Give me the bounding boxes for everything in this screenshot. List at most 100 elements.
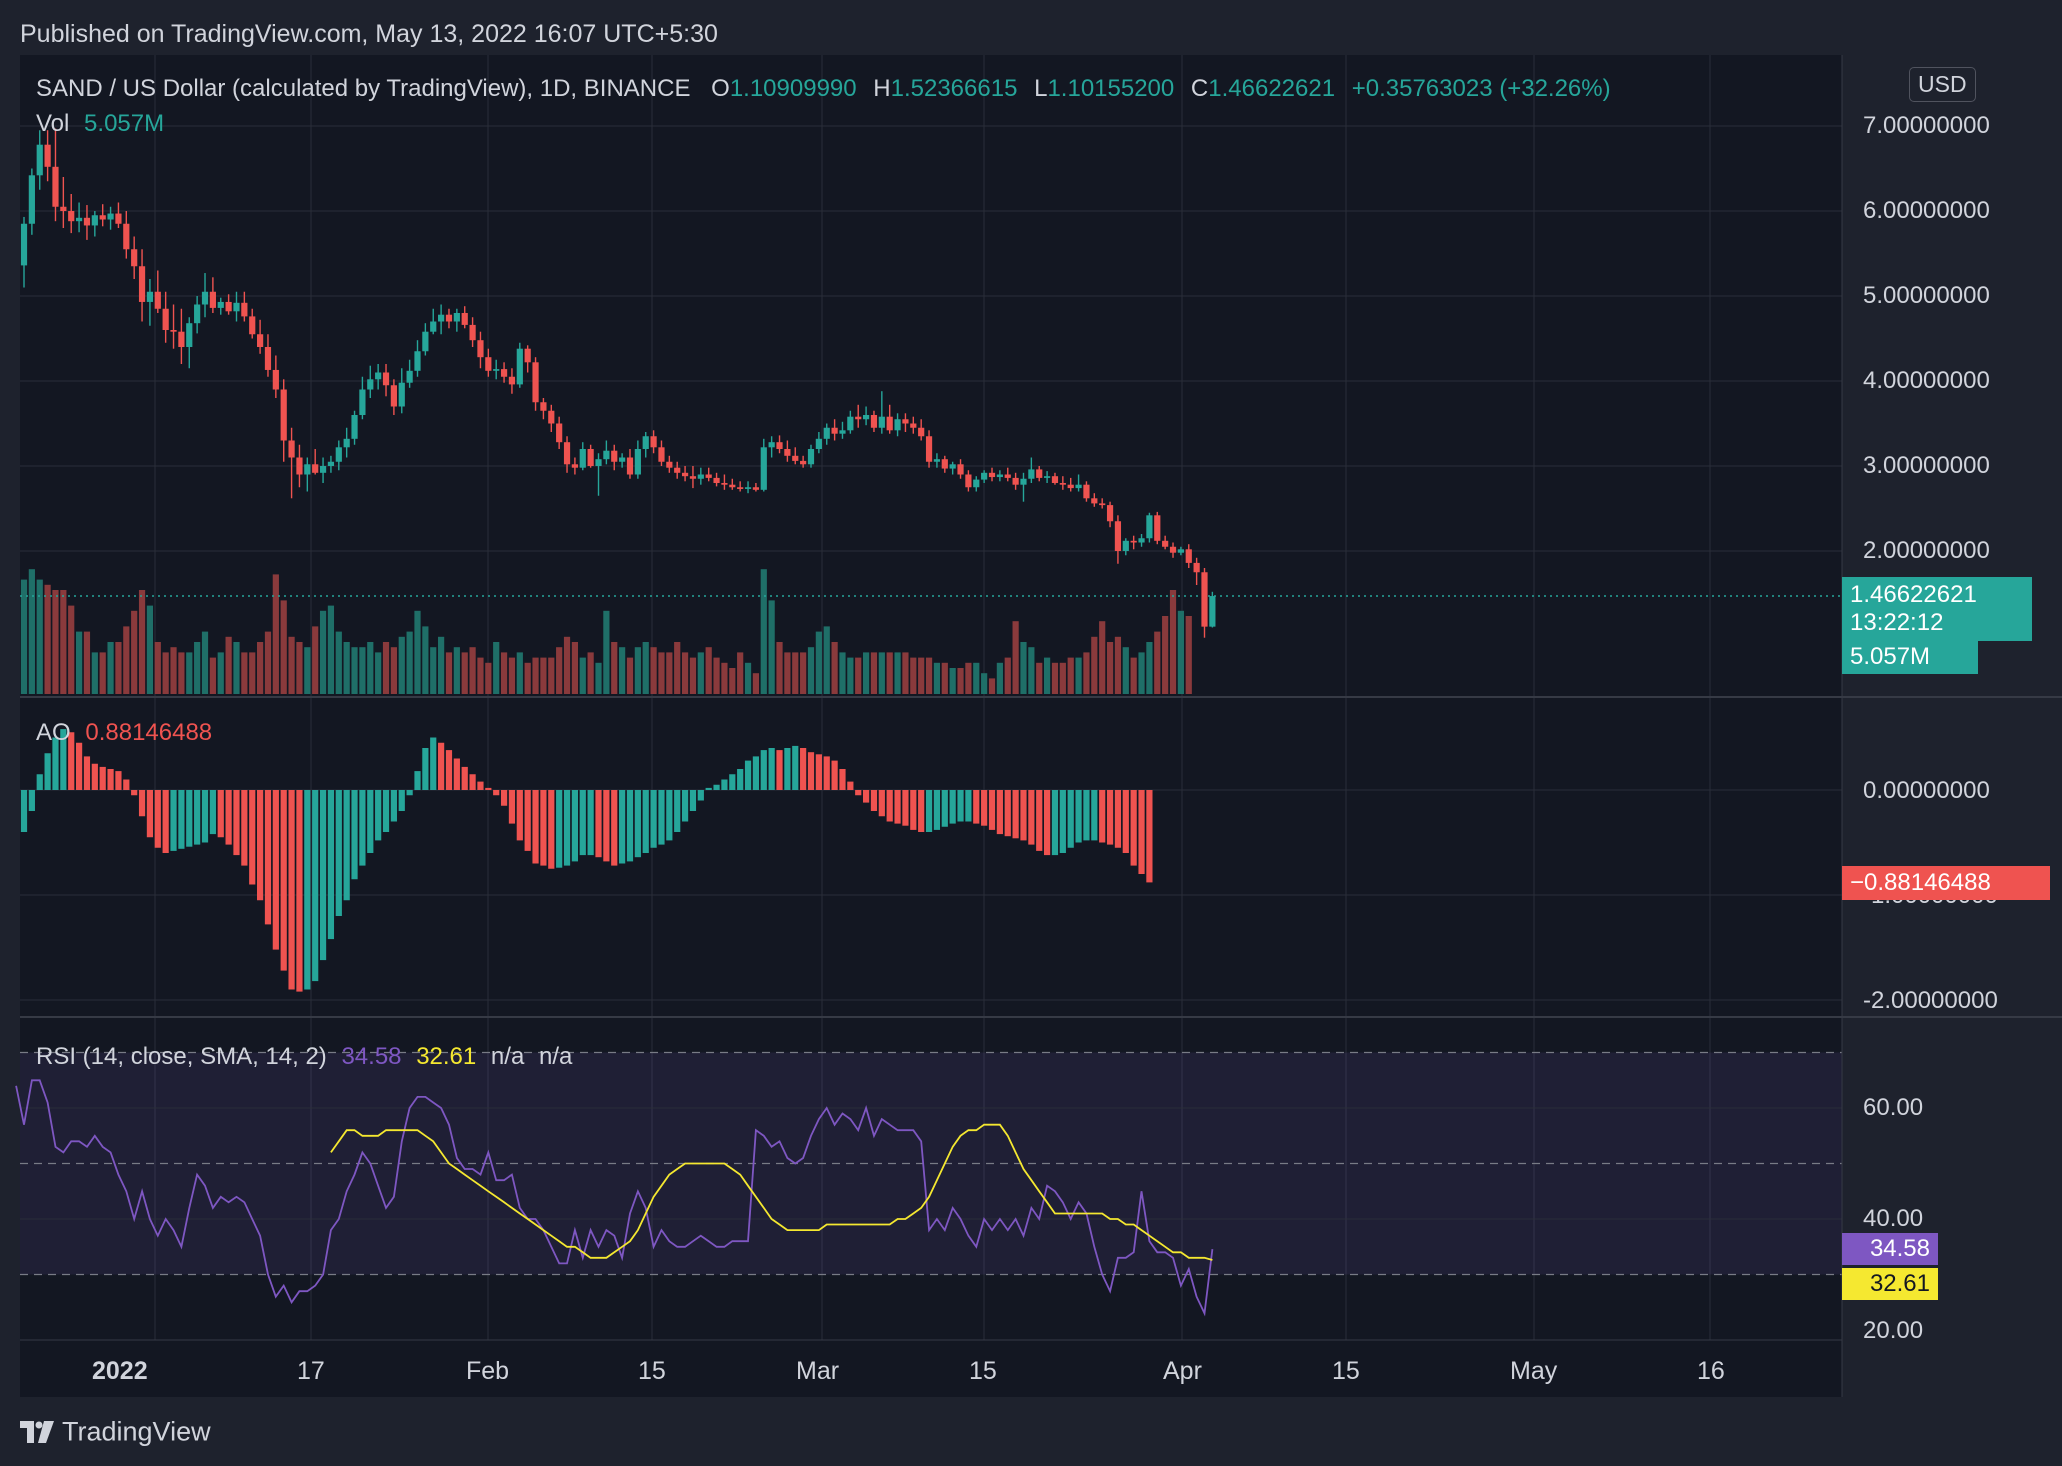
volume-legend[interactable]: Vol 5.057M (36, 110, 164, 138)
ao-bar (296, 790, 303, 992)
ao-bar (689, 790, 697, 811)
candle-body (752, 487, 760, 490)
volume-bar (319, 610, 327, 694)
currency-button[interactable]: USD (1909, 67, 1976, 102)
volume-bar (626, 657, 634, 694)
candle-body (1114, 521, 1122, 551)
price-tick: 3.00000000 (1863, 452, 1990, 479)
ao-bar (729, 774, 736, 790)
ao-bar (1059, 790, 1066, 853)
volume-bar (1099, 621, 1106, 694)
ao-bar (524, 790, 531, 851)
volume-bar (390, 647, 397, 694)
close-label: C (1190, 75, 1209, 102)
price-tick: 4.00000000 (1863, 367, 1990, 394)
rsi-tick: 40.00 (1863, 1205, 1924, 1232)
volume-bar (60, 590, 67, 694)
time-tick: Mar (796, 1357, 840, 1385)
volume-bar (587, 652, 594, 694)
ao-bar (1067, 790, 1074, 848)
volume-bar (186, 652, 193, 694)
candle-body (312, 464, 319, 473)
volume-bar (44, 584, 51, 694)
ao-bar (1012, 790, 1019, 839)
volume-bar (272, 574, 279, 694)
ao-bar (430, 737, 437, 790)
candle-body (162, 308, 169, 330)
volume-bar (351, 647, 358, 694)
volume-bar (28, 569, 35, 694)
ao-bar (209, 790, 216, 835)
ao-bar (862, 790, 870, 803)
volume-bar (878, 652, 885, 694)
ao-bar (217, 790, 224, 838)
volume-bar (1044, 657, 1051, 694)
volume-bar (375, 652, 382, 694)
volume-bar (107, 642, 114, 694)
candle-body (619, 457, 626, 462)
ao-bar (634, 790, 641, 858)
change-value: +0.35763023 (+32.26%) (1351, 75, 1611, 102)
tv-logo-icon (20, 1420, 54, 1443)
candle-body (705, 474, 712, 478)
candle-body (225, 301, 232, 312)
candle-body (988, 472, 996, 478)
ao-label: AO (36, 719, 71, 746)
price-tick: 7.00000000 (1863, 112, 1990, 139)
candle-body (453, 313, 460, 322)
symbol-title[interactable]: SAND / US Dollar (calculated by TradingV… (36, 75, 691, 102)
candle-body (233, 302, 240, 312)
ao-bar (752, 756, 760, 790)
candle-body (60, 206, 67, 211)
ao-bar (36, 774, 43, 790)
candle-body (288, 440, 295, 458)
candle-body (1004, 474, 1011, 478)
volume-bar (178, 652, 185, 694)
volume-bar (83, 631, 91, 694)
candle-body (902, 419, 909, 424)
candle-body (603, 450, 610, 460)
ao-bar (878, 790, 885, 817)
volume-bar (91, 652, 98, 694)
ao-legend[interactable]: AO 0.88146488 (36, 719, 212, 747)
ao-bar (619, 790, 626, 864)
rsi-sma-badge[interactable]: 32.61 (1842, 1268, 1938, 1300)
volume-badge[interactable]: 5.057M (1842, 640, 1978, 674)
ao-badge[interactable]: −0.88146488 (1842, 866, 2050, 900)
rsi-badge[interactable]: 34.58 (1842, 1233, 1938, 1265)
candle-body (241, 302, 248, 317)
volume-bar (855, 657, 862, 694)
candle-body (587, 449, 594, 466)
volume-bar (75, 631, 83, 694)
tradingview-logo[interactable]: TradingView (20, 1415, 211, 1447)
candle-body (115, 213, 122, 224)
candle-body (1099, 503, 1106, 506)
candle-body (524, 348, 531, 363)
volume-bar (744, 662, 752, 694)
symbol-legend[interactable]: SAND / US Dollar (calculated by TradingV… (36, 75, 1611, 103)
high-value: 1.52366615 (890, 75, 1018, 102)
ao-bar (304, 790, 311, 990)
last-price-badge[interactable]: 1.46622621 13:22:12 (1842, 577, 2032, 641)
candle-body (1051, 476, 1059, 483)
ao-bar (367, 790, 374, 853)
volume-bar (768, 600, 775, 694)
rsi-label: RSI (14, close, SMA, 14, 2) (36, 1043, 327, 1070)
ao-bar (642, 790, 649, 853)
volume-bar (1185, 616, 1192, 694)
volume-bar (1020, 642, 1027, 694)
ao-bar (115, 771, 122, 790)
volume-bar (146, 605, 154, 694)
volume-bar (500, 652, 508, 694)
ao-bar (1044, 790, 1051, 856)
bar-countdown: 13:22:12 (1850, 609, 1944, 636)
open-value: 1.10909990 (729, 75, 857, 102)
rsi-legend[interactable]: RSI (14, close, SMA, 14, 2) 34.58 32.61 … (36, 1043, 572, 1071)
ao-bar (800, 748, 807, 790)
candle-body (847, 416, 854, 431)
rsi-line (15, 1079, 1214, 1317)
volume-bar (453, 647, 460, 694)
volume-bar (760, 569, 767, 694)
high-label: H (873, 75, 891, 102)
